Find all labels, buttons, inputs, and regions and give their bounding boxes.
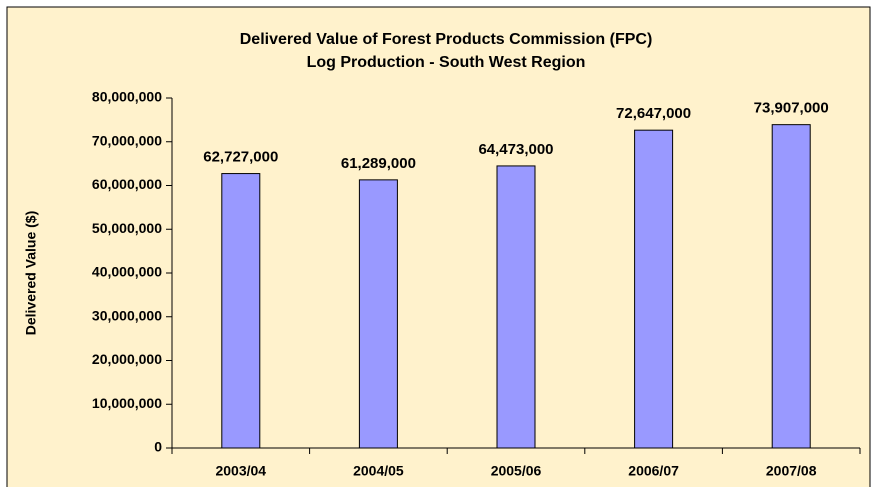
data-label: 61,289,000	[341, 155, 416, 172]
data-label: 62,727,000	[203, 149, 278, 166]
x-tick-label: 2007/08	[766, 463, 817, 479]
data-label: 73,907,000	[754, 100, 829, 117]
x-tick-label: 2004/05	[353, 463, 404, 479]
bar	[634, 129, 674, 449]
y-tick-label: 10,000,000	[92, 395, 162, 411]
y-axis-label: Delivered Value ($)	[23, 211, 39, 336]
y-tick-label: 70,000,000	[92, 132, 162, 148]
x-tick-label: 2005/06	[491, 463, 542, 479]
y-tick-label: 80,000,000	[92, 89, 162, 105]
data-label: 72,647,000	[616, 105, 691, 122]
y-tick-label: 0	[154, 439, 162, 455]
y-tick-label: 30,000,000	[92, 307, 162, 323]
y-tick-label: 50,000,000	[92, 220, 162, 236]
y-tick-label: 60,000,000	[92, 176, 162, 192]
y-tick-label: 40,000,000	[92, 264, 162, 280]
chart-background	[6, 6, 871, 487]
x-tick-label: 2006/07	[628, 463, 679, 479]
chart-title: Log Production - South West Region	[307, 54, 586, 71]
bar	[771, 124, 811, 449]
x-tick-label: 2003/04	[215, 463, 266, 479]
bar	[221, 173, 261, 449]
bar	[496, 165, 536, 449]
y-tick-label: 20,000,000	[92, 351, 162, 367]
chart-title: Delivered Value of Forest Products Commi…	[240, 31, 653, 48]
bar	[358, 179, 398, 449]
data-label: 64,473,000	[478, 141, 553, 158]
